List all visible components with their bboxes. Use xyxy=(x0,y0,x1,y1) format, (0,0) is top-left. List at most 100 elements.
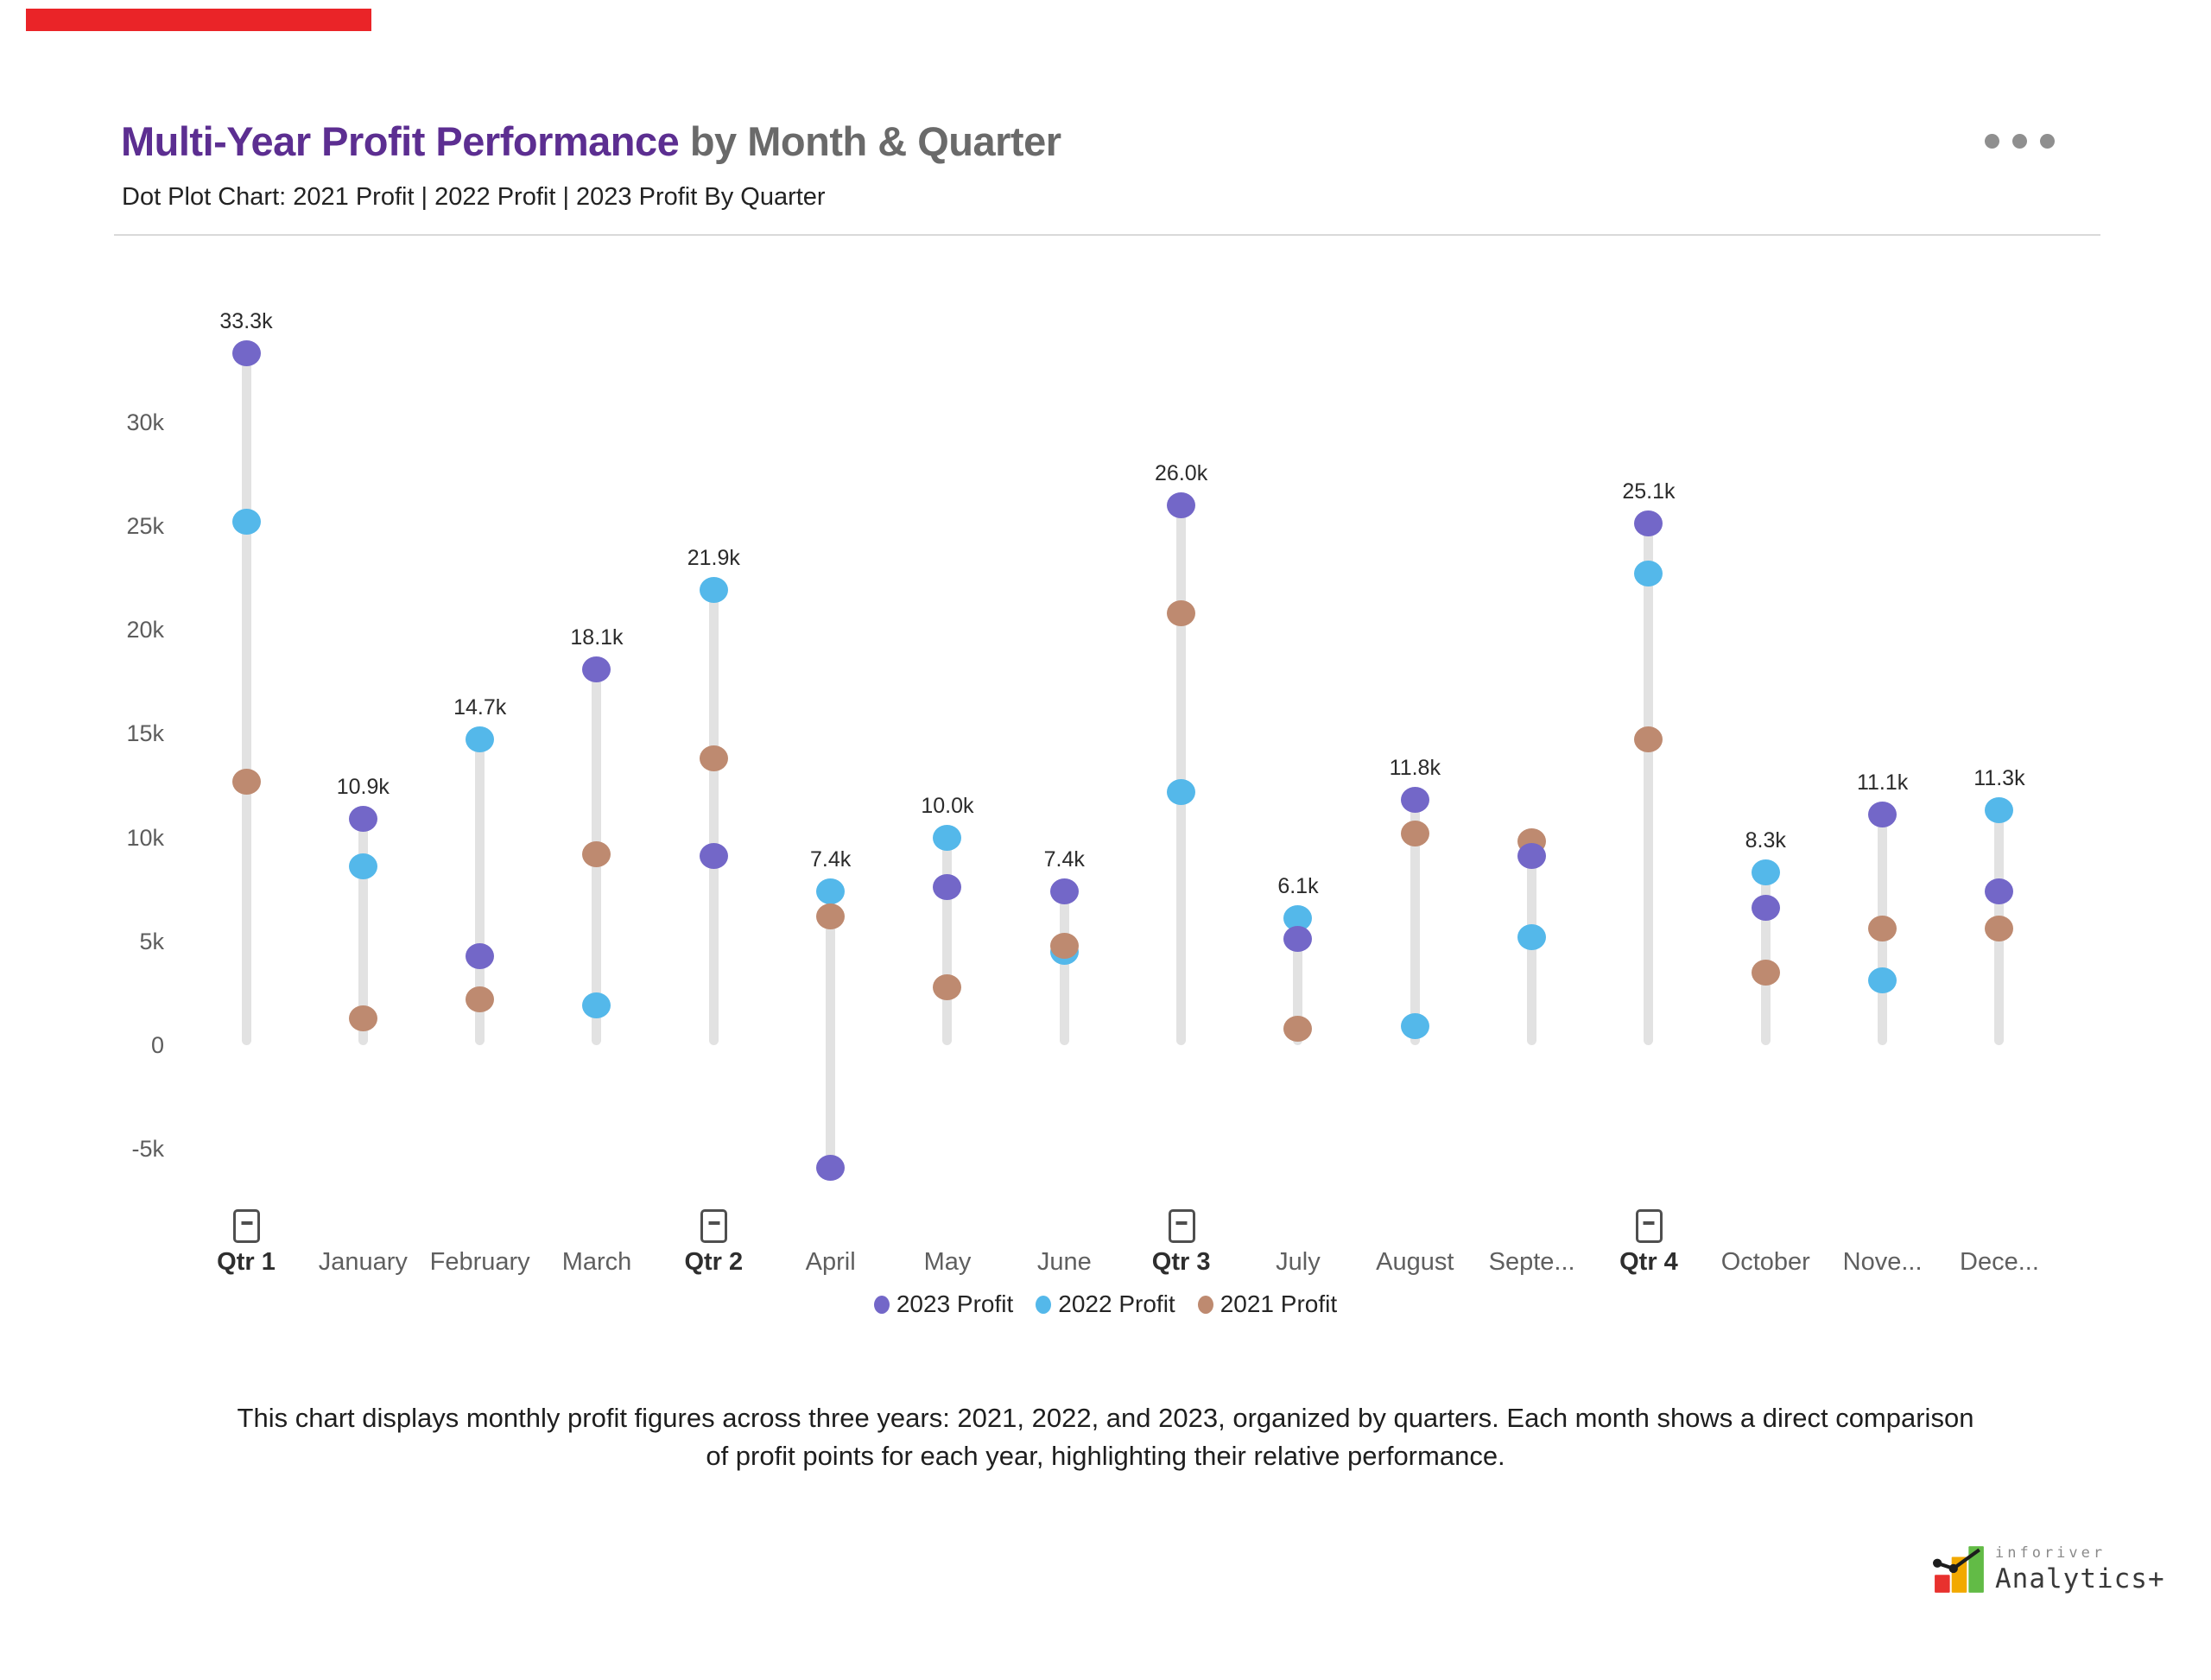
lollipop-stick xyxy=(475,739,485,1045)
data-point-dot-2023-profit[interactable] xyxy=(1517,843,1547,870)
more-options-button[interactable] xyxy=(1985,134,2055,149)
legend-item-2023-profit[interactable]: 2023 Profit xyxy=(873,1290,1014,1318)
data-point-dot-2021-profit[interactable] xyxy=(1868,916,1897,942)
x-axis-month-label[interactable]: February xyxy=(429,1248,530,1276)
x-axis-month-label[interactable]: Nove... xyxy=(1842,1248,1923,1276)
data-point-dot-2023-profit[interactable] xyxy=(816,1154,846,1181)
data-label: 10.9k xyxy=(336,774,390,799)
description-line-1: This chart displays monthly profit figur… xyxy=(237,1403,1974,1433)
data-point-dot-2022-profit[interactable] xyxy=(231,508,261,535)
data-label: 11.1k xyxy=(1856,770,1909,796)
legend-label: 2023 Profit xyxy=(896,1290,1014,1317)
data-point-dot-2021-profit[interactable] xyxy=(582,840,611,867)
data-point-dot-2023-profit[interactable] xyxy=(348,805,377,832)
data-point-dot-2021-profit[interactable] xyxy=(231,768,261,795)
minus-icon xyxy=(1175,1221,1188,1225)
collapse-quarter-icon[interactable] xyxy=(1168,1209,1195,1243)
data-point-dot-2023-profit[interactable] xyxy=(1634,510,1663,537)
data-point-dot-2021-profit[interactable] xyxy=(466,986,495,1013)
ellipsis-icon xyxy=(1985,134,1999,149)
x-axis-month-label[interactable]: July xyxy=(1276,1248,1321,1276)
page-subtitle: Dot Plot Chart: 2021 Profit | 2022 Profi… xyxy=(122,183,826,211)
data-point-dot-2023-profit[interactable] xyxy=(466,942,495,969)
minus-icon xyxy=(708,1221,720,1225)
data-label: 8.3k xyxy=(1745,828,1786,853)
x-axis-month-label[interactable]: Septe... xyxy=(1488,1248,1575,1276)
page-title-rest: by Month & Quarter xyxy=(679,118,1061,164)
y-axis-tick-label: 30k xyxy=(126,409,164,435)
data-point-dot-2022-profit[interactable] xyxy=(348,853,377,880)
data-point-dot-2023-profit[interactable] xyxy=(1751,895,1780,922)
lollipop-stick xyxy=(826,891,836,1168)
top-accent-bar xyxy=(26,9,371,31)
data-point-dot-2022-profit[interactable] xyxy=(582,992,611,1019)
x-axis-month-label[interactable]: May xyxy=(923,1248,972,1276)
data-label: 26.0k xyxy=(1155,460,1208,485)
lollipop-stick xyxy=(1644,523,1654,1045)
x-axis-quarter-label[interactable]: Qtr 2 xyxy=(684,1248,744,1276)
x-axis-month-label[interactable]: March xyxy=(561,1248,632,1276)
minus-icon xyxy=(241,1221,252,1225)
data-point-dot-2021-profit[interactable] xyxy=(699,745,728,772)
x-axis-quarter-label[interactable]: Qtr 3 xyxy=(1151,1248,1211,1276)
y-axis-tick-label: 15k xyxy=(126,720,164,747)
x-axis-month-label[interactable]: August xyxy=(1376,1248,1454,1276)
data-label: 11.3k xyxy=(1973,766,2025,791)
x-axis-month-label[interactable]: October xyxy=(1720,1248,1810,1276)
x-axis-quarter-label[interactable]: Qtr 4 xyxy=(1619,1248,1678,1276)
lollipop-stick xyxy=(241,353,251,1045)
data-point-dot-2023-profit[interactable] xyxy=(1868,802,1897,828)
data-point-dot-2023-profit[interactable] xyxy=(933,874,962,901)
data-point-dot-2023-profit[interactable] xyxy=(582,656,611,682)
chart-description: This chart displays monthly profit figur… xyxy=(0,1399,2211,1475)
data-point-dot-2023-profit[interactable] xyxy=(1985,878,2014,905)
y-axis-tick-label: -5k xyxy=(131,1136,164,1163)
data-point-dot-2021-profit[interactable] xyxy=(1751,959,1780,986)
page-title-highlight: Multi-Year Profit Performance xyxy=(121,118,680,164)
data-point-dot-2022-profit[interactable] xyxy=(466,726,495,753)
data-point-dot-2021-profit[interactable] xyxy=(1283,1015,1313,1042)
data-point-dot-2021-profit[interactable] xyxy=(1634,726,1663,753)
logo-brand-bottom: Analytics+ xyxy=(1995,1563,2165,1594)
collapse-quarter-icon[interactable] xyxy=(1635,1209,1663,1243)
data-point-dot-2022-profit[interactable] xyxy=(1167,778,1196,805)
data-point-dot-2021-profit[interactable] xyxy=(1167,599,1196,626)
inforiver-analytics-logo: inforiver Analytics+ xyxy=(1933,1544,2165,1594)
data-point-dot-2022-profit[interactable] xyxy=(1634,561,1663,587)
data-label: 7.4k xyxy=(810,847,852,872)
bar-chart-logo-icon xyxy=(1933,1546,1984,1593)
legend-item-2022-profit[interactable]: 2022 Profit xyxy=(1036,1290,1175,1318)
data-point-dot-2023-profit[interactable] xyxy=(1283,926,1313,953)
x-axis-month-label[interactable]: April xyxy=(805,1248,856,1276)
legend-dot-icon xyxy=(1036,1295,1052,1314)
data-point-dot-2023-profit[interactable] xyxy=(1167,491,1196,518)
collapse-quarter-icon[interactable] xyxy=(233,1209,260,1243)
data-point-dot-2023-profit[interactable] xyxy=(231,340,261,367)
data-point-dot-2022-profit[interactable] xyxy=(1985,797,2014,824)
data-point-dot-2022-profit[interactable] xyxy=(816,878,846,905)
data-point-dot-2021-profit[interactable] xyxy=(348,1005,377,1031)
x-axis-month-label[interactable]: Dece... xyxy=(1960,1248,2039,1276)
data-point-dot-2023-profit[interactable] xyxy=(1400,787,1429,814)
data-point-dot-2021-profit[interactable] xyxy=(933,973,962,1000)
data-point-dot-2021-profit[interactable] xyxy=(1400,820,1429,846)
data-point-dot-2022-profit[interactable] xyxy=(1751,859,1780,886)
x-axis-quarter-label[interactable]: Qtr 1 xyxy=(217,1248,276,1276)
data-point-dot-2022-profit[interactable] xyxy=(933,824,962,851)
data-point-dot-2023-profit[interactable] xyxy=(1049,878,1079,905)
data-point-dot-2022-profit[interactable] xyxy=(1517,923,1547,950)
data-point-dot-2021-profit[interactable] xyxy=(1985,916,2014,942)
x-axis-month-label[interactable]: January xyxy=(318,1248,408,1276)
data-point-dot-2022-profit[interactable] xyxy=(1400,1013,1429,1040)
data-label: 14.7k xyxy=(453,695,507,720)
legend-item-2021-profit[interactable]: 2021 Profit xyxy=(1197,1290,1337,1318)
data-point-dot-2022-profit[interactable] xyxy=(699,577,728,604)
data-point-dot-2023-profit[interactable] xyxy=(699,843,728,870)
x-axis-month-label[interactable]: June xyxy=(1036,1248,1092,1276)
data-point-dot-2021-profit[interactable] xyxy=(1049,932,1079,959)
data-point-dot-2022-profit[interactable] xyxy=(1868,967,1897,994)
description-line-2: of profit points for each year, highligh… xyxy=(706,1441,1505,1471)
data-point-dot-2021-profit[interactable] xyxy=(816,903,846,929)
collapse-quarter-icon[interactable] xyxy=(700,1209,728,1243)
